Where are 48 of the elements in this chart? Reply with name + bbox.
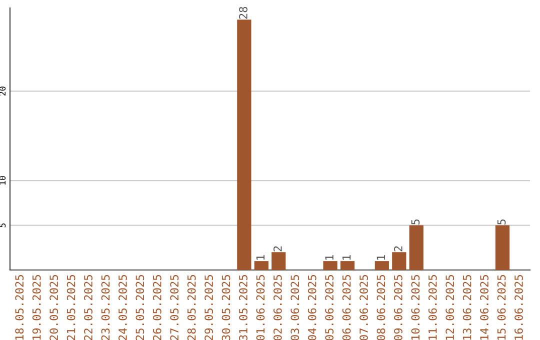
x-tick-label: 05.06.2025 xyxy=(325,275,334,340)
data-label: 2 xyxy=(273,246,282,252)
x-tick-label: 22.05.2025 xyxy=(84,275,92,340)
x-tick-label: 24.05.2025 xyxy=(118,275,127,340)
data-label: 5 xyxy=(411,219,420,225)
data-label: 2 xyxy=(394,246,402,252)
data-label: 28 xyxy=(239,6,248,19)
bar xyxy=(237,20,252,270)
x-tick-label: 02.06.2025 xyxy=(273,275,282,340)
x-tick-label: 19.05.2025 xyxy=(32,275,41,340)
x-tick-label: 15.06.2025 xyxy=(497,275,506,340)
data-label: 1 xyxy=(376,255,386,260)
x-tick-label: 28.05.2025 xyxy=(187,275,196,340)
x-tick-label: 06.06.2025 xyxy=(342,275,351,340)
bar xyxy=(409,225,424,270)
x-tick-label: 30.05.2025 xyxy=(222,275,230,340)
bar xyxy=(272,252,286,270)
x-tick-label: 29.05.2025 xyxy=(204,275,213,340)
x-tick-label: 14.06.2025 xyxy=(480,275,488,340)
x-tick-label: 23.05.2025 xyxy=(101,275,110,340)
bar xyxy=(495,225,510,270)
x-tick-label: 13.06.2025 xyxy=(462,275,472,340)
bar xyxy=(254,261,268,270)
x-tick-label: 03.06.2025 xyxy=(290,275,300,340)
x-tick-label: 04.06.2025 xyxy=(308,275,316,340)
x-tick-label: 08.06.2025 xyxy=(376,275,386,340)
bar xyxy=(323,261,338,270)
x-tick-label: 12.06.2025 xyxy=(446,275,454,340)
data-label: 5 xyxy=(497,219,506,225)
bar xyxy=(392,252,406,270)
x-tick-label: 07.06.2025 xyxy=(360,275,368,340)
data-label: 1 xyxy=(256,255,264,260)
x-tick-label: 18.05.2025 xyxy=(15,275,24,340)
x-tick-label: 25.05.2025 xyxy=(136,275,144,340)
data-label: 1 xyxy=(325,255,334,260)
data-label: 1 xyxy=(342,255,351,260)
x-tick-label: 11.06.2025 xyxy=(428,275,437,340)
x-tick-label: 21.05.2025 xyxy=(66,275,76,340)
x-tick-label: 31.05.2025 xyxy=(239,275,248,340)
bar xyxy=(340,261,355,270)
x-tick-label: 27.05.2025 xyxy=(170,275,179,340)
x-tick-label: 01.06.2025 xyxy=(256,275,265,340)
x-tick-label: 16.06.2025 xyxy=(514,275,523,340)
x-tick-label: 10.06.2025 xyxy=(411,275,420,340)
x-tick-label: 26.05.2025 xyxy=(152,275,162,340)
bar xyxy=(374,261,389,270)
x-tick-label: 20.05.2025 xyxy=(50,275,58,340)
x-tick-label: 09.06.2025 xyxy=(394,275,402,340)
